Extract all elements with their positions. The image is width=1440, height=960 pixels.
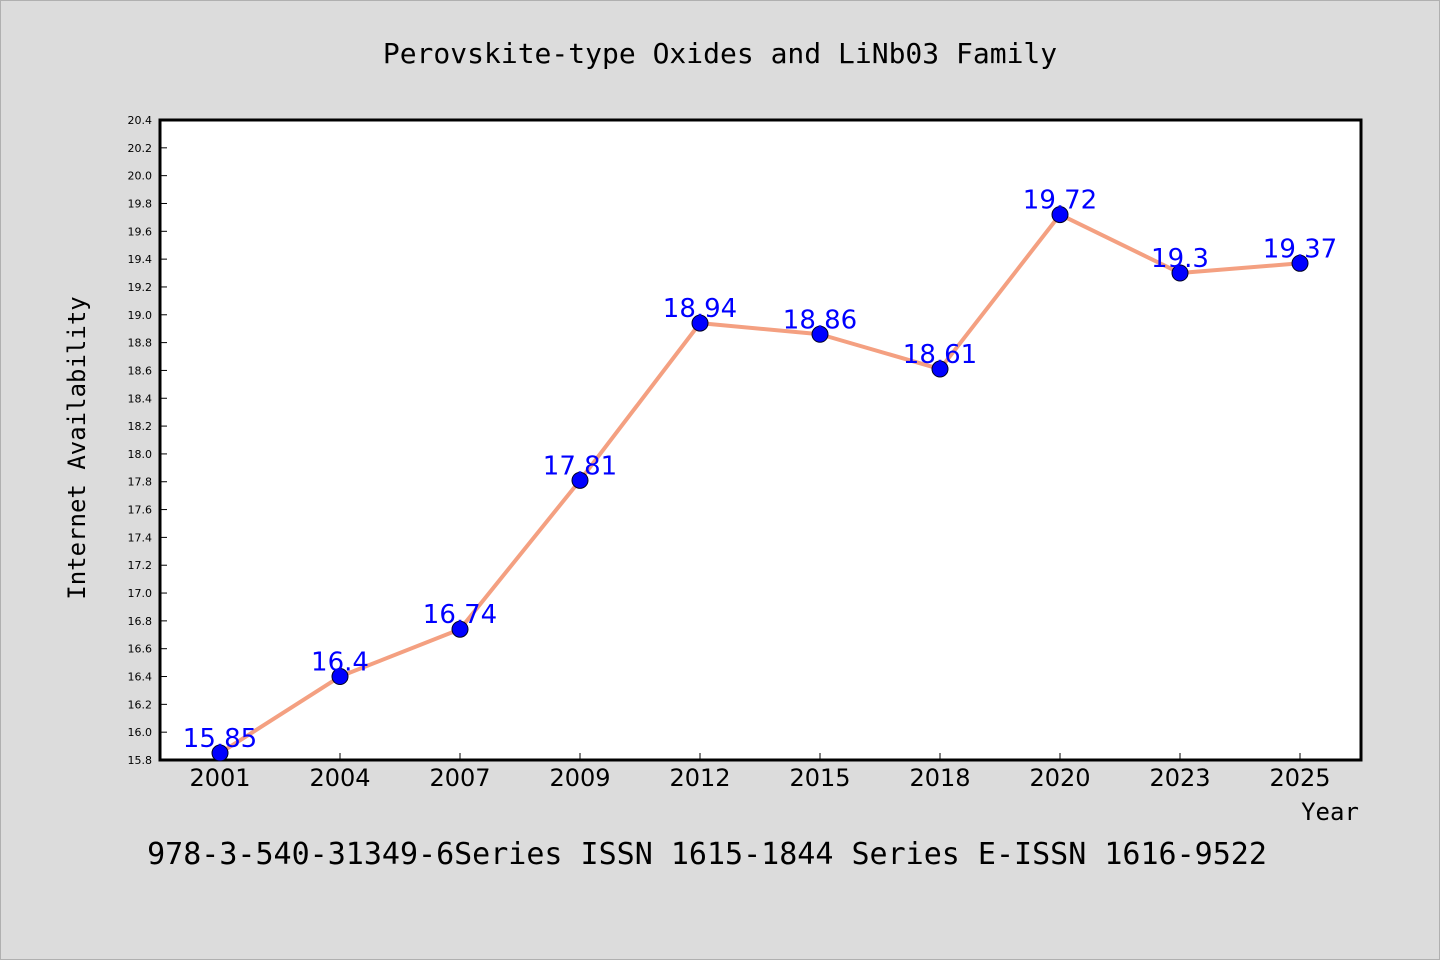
x-tick-label: 2007 xyxy=(429,764,490,792)
data-point xyxy=(1291,254,1309,272)
x-axis: 2001 2004 2007 2009 2012 2015 2018 2020 2023 2025 xyxy=(189,753,1331,792)
data-label: 19.72 xyxy=(1023,186,1097,216)
y-tick-label: 16.2 xyxy=(128,698,153,711)
x-tick-label: 2004 xyxy=(309,764,370,792)
y-tick-label: 17.8 xyxy=(128,476,153,489)
data-point xyxy=(571,471,589,489)
data-label: 17.81 xyxy=(543,451,617,481)
data-point xyxy=(1051,206,1069,224)
x-tick-label: 2015 xyxy=(789,764,850,792)
y-tick-label: 20.2 xyxy=(128,142,153,155)
y-tick-label: 18.2 xyxy=(128,420,153,433)
y-tick-label: 18.8 xyxy=(128,337,153,350)
data-label: 16.74 xyxy=(423,600,497,630)
chart-caption: 978-3-540-31349-6Series ISSN 1615-1844 S… xyxy=(147,837,1267,872)
y-tick-label: 18.4 xyxy=(128,392,153,405)
y-axis: 15.8 16.0 16.2 16.4 16.6 16.8 17.0 17.2 17.4 17.6… xyxy=(128,114,167,767)
data-label: 19.37 xyxy=(1263,234,1337,264)
data-label: 16.4 xyxy=(311,648,369,678)
data-point xyxy=(811,325,829,343)
x-tick-label: 2018 xyxy=(909,764,970,792)
y-tick-label: 19.4 xyxy=(128,253,153,266)
y-tick-label: 19.0 xyxy=(128,309,153,322)
data-label: 18.86 xyxy=(783,305,857,335)
data-point xyxy=(1171,264,1189,282)
series-line xyxy=(218,212,1301,755)
plot-area xyxy=(158,118,1363,762)
data-point xyxy=(211,744,229,762)
y-tick-label: 19.6 xyxy=(128,225,153,238)
y-tick-label: 17.6 xyxy=(128,504,153,517)
y-tick-label: 19.8 xyxy=(128,197,153,210)
y-tick-label: 20.4 xyxy=(128,114,153,127)
data-label: 19.3 xyxy=(1151,244,1209,274)
y-tick-label: 20.0 xyxy=(128,170,153,183)
x-tick-label: 2023 xyxy=(1149,764,1210,792)
y-tick-label: 17.0 xyxy=(128,587,153,600)
y-tick-label: 17.2 xyxy=(128,559,153,572)
data-label: 18.61 xyxy=(903,340,977,370)
data-label: 15.85 xyxy=(183,724,257,754)
data-label: 18.94 xyxy=(663,294,737,324)
x-tick-label: 2001 xyxy=(189,764,250,792)
x-axis-label: Year xyxy=(1301,798,1359,826)
y-tick-label: 15.8 xyxy=(128,754,153,767)
y-tick-label: 16.4 xyxy=(128,671,153,684)
y-tick-label: 16.8 xyxy=(128,615,153,628)
y-tick-label: 18.6 xyxy=(128,364,153,377)
series-layer: 15.85 16.4 16.74 17.81 18.94 18.86 18.61 19.72 1… xyxy=(183,186,1337,762)
x-tick-label: 2012 xyxy=(669,764,730,792)
y-tick-label: 19.2 xyxy=(128,281,153,294)
y-axis-label: Internet Availability xyxy=(63,296,91,599)
data-point xyxy=(331,668,349,686)
x-tick-label: 2009 xyxy=(549,764,610,792)
data-point xyxy=(451,620,469,638)
y-tick-label: 17.4 xyxy=(128,531,153,544)
x-tick-label: 2020 xyxy=(1029,764,1090,792)
y-tick-label: 16.0 xyxy=(128,726,153,739)
data-point xyxy=(691,314,709,332)
x-tick-label: 2025 xyxy=(1269,764,1330,792)
data-point xyxy=(931,360,949,378)
y-tick-label: 18.0 xyxy=(128,448,153,461)
chart-title: Perovskite-type Oxides and LiNb03 Family xyxy=(383,37,1057,70)
y-tick-label: 16.6 xyxy=(128,643,153,656)
